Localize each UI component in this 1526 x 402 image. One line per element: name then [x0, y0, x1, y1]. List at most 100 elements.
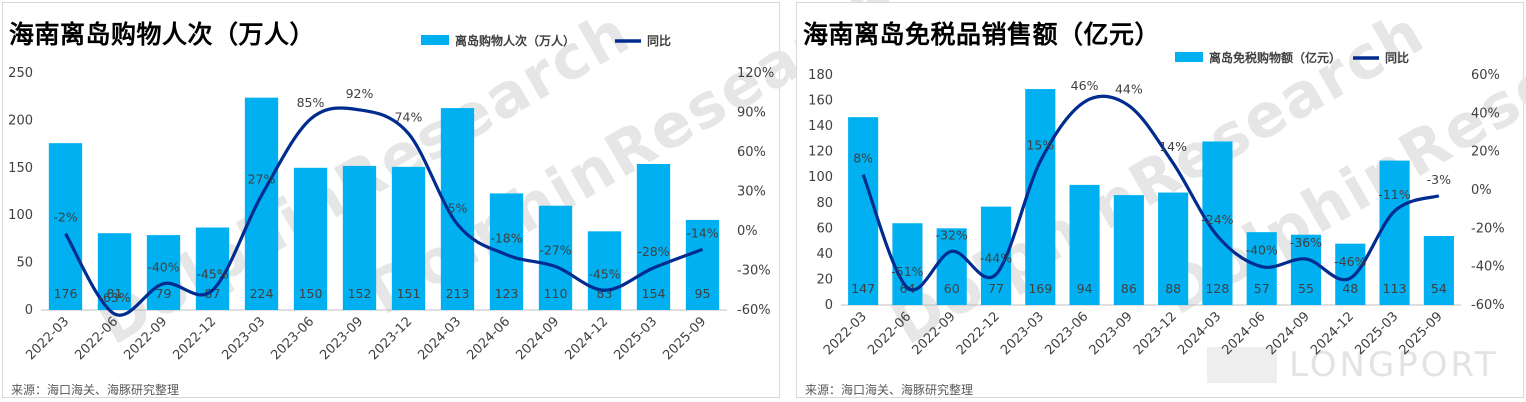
bar	[1069, 184, 1100, 305]
legend-bar-label: 离岛免税购物额（亿元）	[1209, 50, 1341, 65]
y-left-tick-label: 120	[808, 145, 833, 160]
y-right-tick-label: -20%	[1471, 221, 1505, 236]
line-value-label: -36%	[1290, 235, 1322, 250]
x-tick-label: 2023-03	[998, 309, 1047, 358]
x-tick-label: 2022-12	[170, 314, 219, 363]
line-value-label: -51%	[891, 264, 923, 279]
x-tick-label: 2022-03	[23, 314, 72, 363]
line-value-label: 85%	[297, 95, 325, 110]
x-tick-label: 2023-09	[1087, 309, 1136, 358]
y-right-tick-label: -60%	[1471, 298, 1505, 313]
chart-source: 来源：海口海关、海豚研究整理	[11, 383, 180, 397]
legend-line-label: 同比	[647, 33, 671, 48]
bar	[293, 167, 328, 310]
x-tick-label: 2024-12	[1308, 309, 1357, 358]
x-tick-label: 2023-06	[268, 314, 317, 363]
y-left-tick-label: 60	[816, 221, 833, 236]
brand-watermark: LONGPORT	[1207, 343, 1507, 387]
x-tick-label: 2024-09	[1264, 309, 1313, 358]
y-right-tick-label: 60%	[737, 145, 766, 160]
bar	[1113, 195, 1144, 305]
bar-value-label: 57	[1254, 281, 1270, 296]
x-tick-label: 2023-12	[1131, 309, 1180, 358]
bar-value-label: 94	[1077, 281, 1093, 296]
bar-value-label: 87	[205, 286, 221, 301]
y-right-tick-label: -40%	[1471, 260, 1505, 275]
bar	[97, 233, 132, 310]
y-right-tick-label: 40%	[1471, 106, 1500, 121]
y-right-tick-label: -60%	[737, 303, 771, 318]
y-right-tick-label: 0%	[737, 224, 758, 239]
line-value-label: 27%	[248, 171, 276, 186]
bar	[892, 223, 923, 305]
line-value-label: -11%	[1378, 187, 1410, 202]
x-tick-label: 2022-12	[954, 309, 1003, 358]
x-tick-label: 2022-03	[821, 309, 870, 358]
chart-title: 海南离岛购物人次（万人）	[9, 20, 316, 49]
left-chart-panel: 海南离岛购物人次（万人） DolphinResearch DolphinRese…	[2, 0, 912, 398]
bar-value-label: 48	[1342, 281, 1358, 296]
brand-logo-block	[1207, 347, 1277, 383]
bar	[1335, 243, 1366, 305]
line-value-label: -63%	[98, 290, 130, 305]
bar	[848, 117, 879, 306]
bar	[685, 219, 720, 310]
chart-svg: 0 20 40 60 80 100 120 140 160 180 -60% -40% -20% 0% 20…	[808, 50, 1505, 358]
brand-logo-text: LONGPORT	[1289, 345, 1499, 385]
bar-value-label: 110	[544, 286, 568, 301]
x-tick-label: 2025-03	[1352, 309, 1401, 358]
y-left-tick-label: 80	[816, 196, 833, 211]
x-tick-label: 2023-03	[219, 314, 268, 363]
x-tick-label: 2023-12	[366, 314, 415, 363]
line-value-label: -32%	[936, 227, 968, 242]
line-value-label: 15%	[1026, 137, 1054, 152]
line-value-label: -28%	[637, 244, 669, 259]
x-tick-label: 2024-03	[1175, 309, 1224, 358]
bar-value-label: 154	[642, 286, 666, 301]
bar-value-label: 79	[156, 286, 172, 301]
chart-source: 来源：海口海关、海豚研究整理	[805, 383, 974, 397]
bar-value-label: 151	[397, 286, 421, 301]
y-right-tick-label: 60%	[1471, 68, 1500, 83]
line-value-label: -24%	[1201, 212, 1233, 227]
x-tick-label: 2025-09	[1397, 309, 1446, 358]
legend-bar-label: 离岛购物人次（万人）	[455, 33, 575, 48]
y-left-tick-label: 20	[816, 272, 833, 287]
line-value-label: -45%	[588, 266, 620, 281]
bar-value-label: 54	[1431, 281, 1447, 296]
bar-value-label: 113	[1383, 281, 1407, 296]
bar	[936, 228, 967, 305]
line-value-label: -40%	[147, 260, 179, 275]
line-value-label: -45%	[196, 266, 228, 281]
y-left-tick-label: 140	[808, 119, 833, 134]
bar	[538, 205, 573, 310]
x-tick-label: 2024-09	[513, 314, 562, 363]
line-value-label: 92%	[346, 86, 374, 101]
x-tick-label: 2022-09	[910, 309, 959, 358]
y-left-tick-label: 50	[16, 256, 33, 271]
bar-value-label: 128	[1205, 281, 1229, 296]
bar-value-label: 86	[1121, 281, 1137, 296]
y-right-tick-label: 90%	[737, 106, 766, 121]
y-right-tick-label: 120%	[737, 66, 774, 81]
bar	[587, 231, 622, 310]
bar-value-label: 60	[944, 281, 960, 296]
bar-value-label: 95	[695, 286, 711, 301]
chart-svg: 0 50 100 150 200 250 -60% -30% 0% 30% 60% 90% 120% 17…	[8, 33, 774, 363]
line-value-label: -14%	[686, 225, 718, 240]
bar-value-label: 150	[299, 286, 323, 301]
chart-title: 海南离岛免税品销售额（亿元）	[803, 20, 1161, 49]
x-tick-label: 2023-09	[317, 314, 366, 363]
bar-value-label: 123	[495, 286, 519, 301]
y-left-tick-label: 250	[8, 66, 33, 81]
yoy-line	[861, 94, 1440, 292]
bar	[636, 164, 671, 310]
x-tick-label: 2022-06	[72, 314, 121, 363]
line-value-label: 5%	[448, 200, 468, 215]
y-right-tick-label: 20%	[1471, 145, 1500, 160]
line-value-label: -40%	[1246, 243, 1278, 258]
x-tick-label: 2024-12	[562, 314, 611, 363]
bar-value-label: 224	[250, 286, 274, 301]
line-value-label: -46%	[1334, 254, 1366, 269]
bar-value-label: 77	[988, 281, 1004, 296]
